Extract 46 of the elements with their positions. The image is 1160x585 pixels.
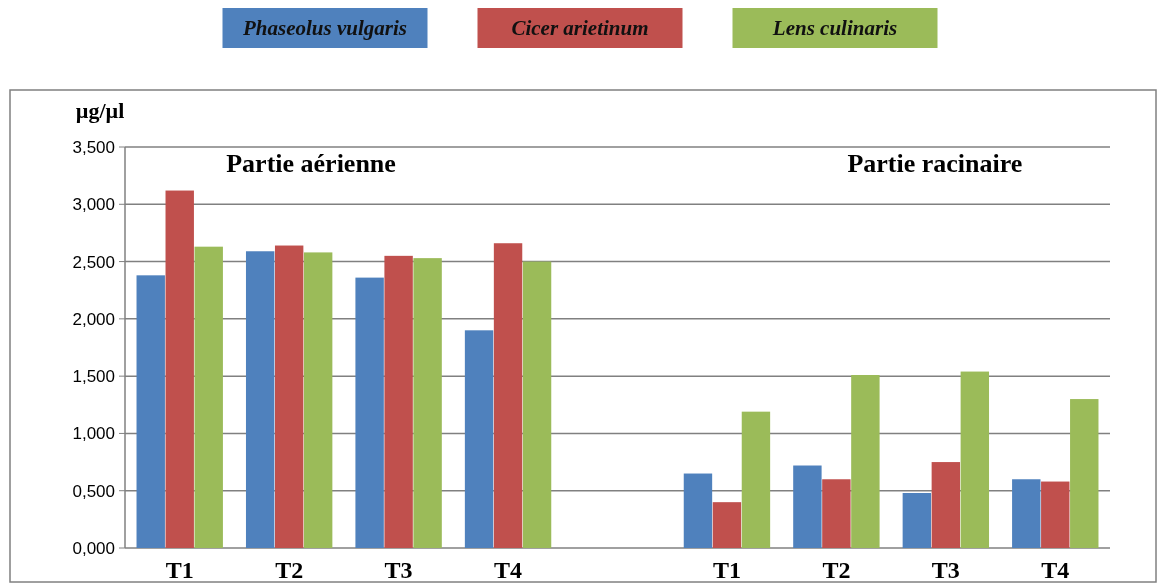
bar <box>194 246 223 548</box>
x-tick-label: T2 <box>275 557 304 583</box>
y-tick-label: 3,500 <box>72 137 115 157</box>
bar <box>931 462 961 548</box>
annotation: Partie racinaire <box>847 149 1023 178</box>
y-tick-label: 2,500 <box>72 252 115 272</box>
bar <box>683 473 713 548</box>
annotation: Partie aérienne <box>226 149 396 178</box>
y-tick-label: 1,000 <box>72 424 115 444</box>
bar <box>793 465 822 548</box>
x-tick-label: T1 <box>165 557 194 583</box>
bar <box>413 258 442 548</box>
bar <box>303 252 333 548</box>
bar <box>493 243 523 548</box>
text: Phaseolus vulgaris <box>242 16 407 41</box>
bar <box>245 251 275 548</box>
bar <box>355 277 384 548</box>
y-axis-title: µg/µl <box>75 98 125 123</box>
bar <box>1012 479 1041 548</box>
bar <box>822 479 851 548</box>
x-tick-label: T4 <box>1041 557 1070 583</box>
bar <box>960 371 990 548</box>
bar <box>851 375 880 548</box>
y-tick-label: 0,000 <box>72 538 115 558</box>
bar <box>902 493 932 548</box>
bar <box>384 255 413 548</box>
text: Cicer arietinum <box>511 16 649 41</box>
text: Lens culinaris <box>771 16 898 41</box>
y-tick-label: 0,500 <box>72 481 115 501</box>
bar <box>136 275 165 548</box>
x-tick-label: T2 <box>822 557 851 583</box>
bar <box>522 261 552 548</box>
y-tick-label: 3,000 <box>72 195 115 215</box>
bar <box>274 245 304 548</box>
x-tick-label: T3 <box>931 557 960 583</box>
bar <box>165 190 194 548</box>
bar <box>1070 399 1099 548</box>
y-tick-label: 2,000 <box>72 309 115 329</box>
x-tick-label: T1 <box>712 557 741 583</box>
bar <box>741 411 771 548</box>
bar <box>1041 481 1070 548</box>
y-tick-label: 1,500 <box>72 367 115 387</box>
x-tick-label: T4 <box>494 557 523 583</box>
x-tick-label: T3 <box>384 557 413 583</box>
bar <box>464 330 494 548</box>
bar <box>712 502 742 548</box>
